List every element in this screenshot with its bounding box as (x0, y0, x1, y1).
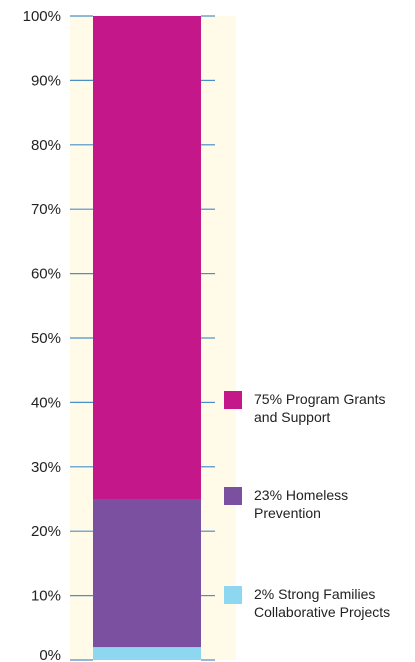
legend-swatch (224, 391, 242, 409)
y-tick-label: 50% (31, 330, 61, 347)
legend-label: 2% Strong Families Collaborative Projects (254, 586, 391, 620)
y-tick-label: 100% (23, 8, 61, 25)
y-axis: 0% 10% 20% 30% 40% 50% 60% 70% 80% 90% 100% (23, 8, 215, 662)
y-tick-label: 60% (31, 266, 61, 283)
y-tick-label: 20% (31, 523, 61, 540)
legend-item-strong-families: 2% Strong Families Collaborative Projects (224, 585, 414, 621)
bar-segment-0 (93, 647, 201, 660)
y-tick-label: 40% (31, 394, 61, 411)
bar-segment-2 (93, 16, 201, 499)
legend-swatch (224, 487, 242, 505)
y-tick-label: 80% (31, 137, 61, 154)
legend-swatch (224, 586, 242, 604)
y-tick-label: 0% (39, 647, 61, 662)
bar-segment-1 (93, 499, 201, 648)
legend-label: 23% Homeless Prevention (254, 487, 349, 521)
legend-item-program-grants: 75% Program Grants and Support (224, 390, 414, 426)
legend-item-homeless-prevention: 23% Homeless Prevention (224, 486, 414, 522)
y-tick-label: 90% (31, 72, 61, 89)
stacked-bar (93, 16, 201, 660)
y-tick-label: 70% (31, 201, 61, 218)
y-tick-label: 10% (31, 588, 61, 605)
y-tick-label: 30% (31, 459, 61, 476)
legend-label: 75% Program Grants and Support (254, 391, 386, 425)
